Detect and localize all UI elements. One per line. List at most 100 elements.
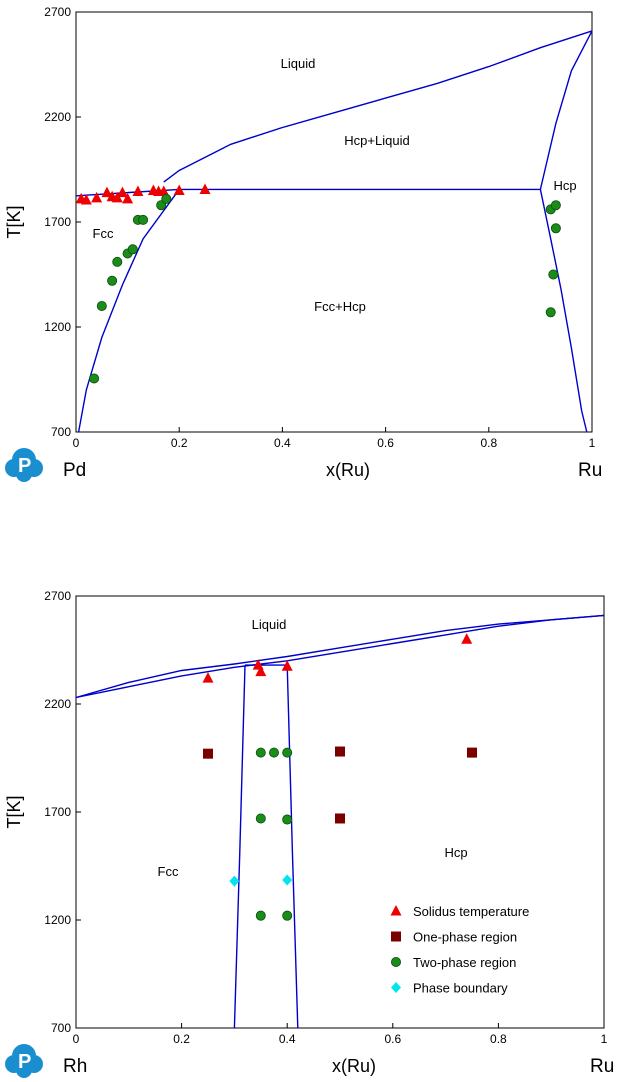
data-point: [101, 186, 113, 198]
legend: Solidus temperature One-phase region Two-p…: [390, 904, 529, 996]
data-point: [255, 747, 266, 758]
logo-letter: P: [18, 1051, 31, 1073]
data-point: [122, 192, 134, 204]
region-label: Fcc: [158, 864, 179, 879]
y-tick-label: 1700: [44, 215, 71, 229]
x-tick-label: 0.4: [274, 436, 291, 450]
x-axis-label: x(Ru): [326, 460, 370, 480]
y-tick-label: 1200: [44, 320, 71, 334]
legend-label: One-phase region: [413, 930, 517, 945]
left-element-label: Rh: [63, 1056, 87, 1077]
right-element-label: Ru: [590, 1056, 614, 1077]
x-tick-label: 0: [73, 436, 80, 450]
y-tick-label: 1200: [44, 913, 71, 927]
data-point: [550, 223, 561, 234]
data-point: [282, 874, 293, 886]
logo-icon: P: [5, 448, 43, 482]
data-point: [461, 633, 473, 644]
legend-marker: [390, 905, 402, 916]
y-tick-label: 1700: [44, 805, 71, 819]
series-markers-1: [89, 193, 561, 384]
curve-fcc-boundary: [233, 665, 246, 1029]
data-point: [112, 256, 123, 267]
logo-letter: P: [18, 455, 31, 477]
logo-blob: [16, 466, 32, 482]
curve-hcp-boundary: [286, 665, 299, 1029]
y-tick-label: 2200: [44, 697, 71, 711]
data-point: [158, 185, 170, 197]
x-tick-label: 0.6: [377, 436, 394, 450]
data-point: [202, 672, 214, 683]
data-point: [255, 813, 266, 824]
data-point: [96, 300, 107, 311]
data-point: [116, 186, 128, 198]
region-label: Fcc: [93, 226, 114, 241]
data-point: [138, 214, 149, 225]
phase-boundaries: [75, 614, 605, 1029]
region-label: Liquid: [281, 56, 316, 71]
data-point: [467, 747, 477, 758]
x-tick-label: 0.6: [384, 1032, 401, 1046]
data-point: [132, 185, 144, 197]
y-tick-label: 700: [51, 1021, 71, 1035]
chart-pd-ru: 0 0.2 0.4 0.6 0.8 17001200170022002700T[K]x(R…: [4, 5, 602, 482]
data-point: [282, 910, 293, 921]
data-point: [548, 269, 559, 280]
curve-solidus: [75, 614, 605, 699]
legend-label: Phase boundary: [413, 981, 508, 996]
data-point: [255, 665, 267, 677]
series-one-phase-region: [203, 746, 477, 824]
curve-fcc-solvus: [77, 188, 180, 433]
data-point: [282, 814, 293, 825]
region-label: Fcc+Hcp: [314, 299, 366, 314]
data-point: [173, 184, 185, 195]
region-label: Hcp: [444, 845, 467, 860]
y-axis-label: T[K]: [4, 205, 24, 238]
curve-peritectic: [75, 188, 541, 197]
data-point: [255, 910, 266, 921]
series-two-phase-region: [255, 747, 293, 921]
right-element-label: Ru: [578, 460, 602, 481]
curve-hcp-solidus: [539, 30, 593, 190]
logo-blob: [16, 1062, 32, 1078]
x-tick-label: 0.2: [171, 436, 188, 450]
data-point: [91, 191, 103, 203]
x-axis-label: x(Ru): [332, 1056, 376, 1076]
x-tick-label: 0.2: [173, 1032, 190, 1046]
x-tick-label: 0: [73, 1032, 80, 1046]
phase-boundaries: [75, 30, 593, 433]
y-tick-label: 2200: [44, 110, 71, 124]
legend-marker: [391, 982, 401, 993]
data-point: [89, 373, 100, 384]
y-axis-label: T[K]: [4, 795, 24, 828]
data-point: [335, 813, 345, 824]
data-point: [203, 748, 213, 759]
x-tick-label: 0.4: [279, 1032, 296, 1046]
legend-marker: [390, 956, 401, 967]
data-point: [335, 746, 345, 757]
series-solidus-temperature: [202, 633, 473, 683]
left-element-label: Pd: [63, 460, 86, 481]
chart-rh-ru: 0 0.2 0.4 0.6 0.8 17001200170022002700T[K]x(R…: [4, 589, 614, 1078]
legend-marker: [391, 931, 401, 942]
logo-icon: P: [5, 1044, 43, 1078]
region-label: Hcp+Liquid: [344, 133, 409, 148]
curve-liquidus: [163, 30, 593, 183]
curve-liquidus: [75, 614, 605, 699]
data-point: [545, 307, 556, 318]
plot-frame: [75, 595, 605, 1029]
data-point: [281, 660, 293, 671]
y-tick-label: 2700: [44, 5, 71, 19]
legend-label: Solidus temperature: [413, 904, 529, 919]
data-point: [127, 244, 138, 255]
x-tick-label: 0.8: [490, 1032, 507, 1046]
legend-label: Two-phase region: [413, 955, 516, 970]
series-markers-0: [75, 183, 211, 205]
y-tick-label: 700: [51, 425, 71, 439]
data-point: [550, 200, 561, 211]
plot-frame: [75, 11, 593, 433]
series-phase-boundary: [229, 874, 293, 887]
x-tick-label: 1: [589, 436, 596, 450]
x-tick-label: 0.8: [480, 436, 497, 450]
curve-hcp-solvus: [539, 189, 588, 433]
